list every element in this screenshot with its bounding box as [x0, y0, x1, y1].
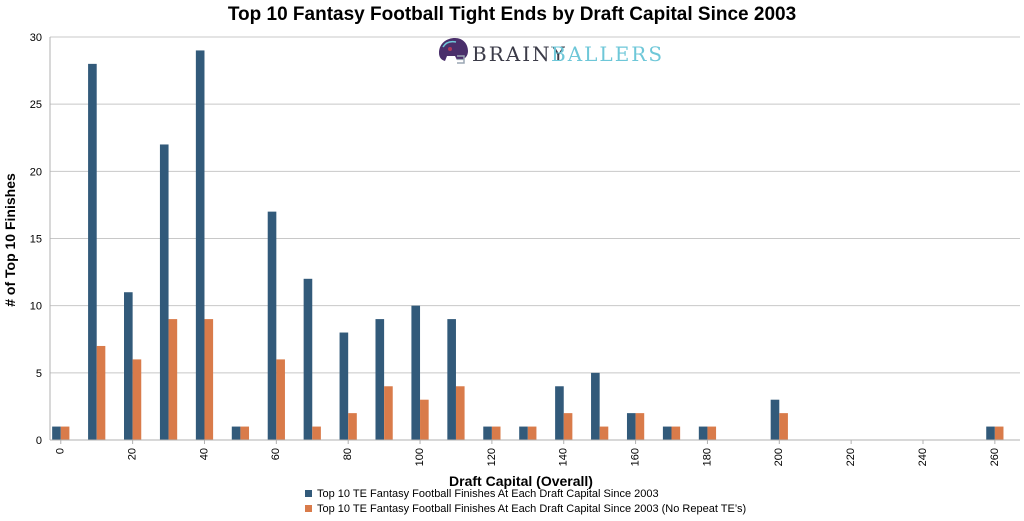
- bar-series-1-x-120: [483, 426, 492, 440]
- bar-series-2-x-150: [599, 426, 609, 440]
- bar-series-2-x-170: [671, 426, 681, 440]
- legend-swatch: [305, 490, 312, 497]
- bar-series-2-x-50: [240, 426, 250, 440]
- bar-series-1-x-150: [591, 372, 600, 440]
- x-tick-label: 0: [55, 448, 67, 454]
- bar-series-2-x-90: [384, 386, 393, 440]
- legend-label: Top 10 TE Fantasy Football Finishes At E…: [317, 503, 746, 515]
- y-tick-label: 5: [36, 368, 42, 380]
- y-tick-label: 10: [30, 301, 42, 313]
- legend: Top 10 TE Fantasy Football Finishes At E…: [305, 488, 746, 515]
- x-tick-label: 100: [414, 448, 426, 466]
- bar-series-1-x-260: [986, 426, 995, 440]
- football-helmet-icon: [439, 38, 468, 64]
- bar-series-2-x-160: [635, 413, 645, 440]
- bar-series-2-x-100: [420, 399, 429, 440]
- legend-swatch: [305, 505, 312, 512]
- y-tick-label: 30: [30, 32, 42, 44]
- bar-series-2-x-180: [707, 426, 717, 440]
- y-axis-title: # of Top 10 Finishes: [2, 173, 18, 307]
- x-tick-label: 140: [558, 448, 570, 466]
- bar-series-1-x-80: [339, 332, 349, 440]
- y-tick-label: 0: [36, 435, 42, 447]
- bar-series-1-x-10: [88, 63, 97, 440]
- bar-series-2-x-0: [60, 426, 70, 440]
- bar-series-2-x-110: [455, 386, 465, 440]
- bar-series-1-x-130: [519, 426, 528, 440]
- bar-series-2-x-20: [132, 359, 142, 440]
- bar-series-1-x-160: [626, 413, 636, 440]
- bar-series-1-x-170: [662, 426, 672, 440]
- y-tick-label: 20: [30, 166, 42, 178]
- legend-label: Top 10 TE Fantasy Football Finishes At E…: [317, 488, 659, 500]
- x-tick-label: 160: [629, 448, 641, 466]
- bar-series-1-x-60: [267, 211, 277, 440]
- y-tick-label: 25: [30, 99, 42, 111]
- brand-name-right: BALLERS: [551, 42, 664, 66]
- bar-series-1-x-50: [231, 426, 241, 440]
- x-tick-label: 80: [342, 448, 354, 460]
- grid: [50, 36, 1020, 441]
- x-tick-label: 180: [701, 448, 713, 466]
- y-tick-label: 15: [30, 234, 42, 246]
- bar-series-1-x-180: [698, 426, 708, 440]
- chart-title: Top 10 Fantasy Football Tight Ends by Dr…: [228, 4, 796, 25]
- bar-series-2-x-200: [779, 413, 788, 440]
- x-tick-label: 240: [917, 448, 929, 466]
- bar-series-2-x-40: [204, 319, 214, 440]
- bar-series-2-x-140: [563, 413, 573, 440]
- bar-series-2-x-130: [527, 426, 537, 440]
- bar-series-2-x-120: [491, 426, 501, 440]
- bar-series-1-x-110: [447, 319, 456, 440]
- bar-series-1-x-20: [124, 292, 133, 440]
- bar-series-2-x-260: [994, 426, 1004, 440]
- x-tick-label: 220: [845, 448, 857, 466]
- x-tick-label: 120: [486, 448, 498, 466]
- x-axis-title: Draft Capital (Overall): [449, 473, 593, 489]
- bar-series-1-x-70: [303, 278, 313, 440]
- x-tick-label: 20: [127, 448, 139, 460]
- bar-series-2-x-60: [276, 359, 285, 440]
- bar-series-1-x-200: [770, 399, 780, 440]
- brand-logo: BRAINY BALLERS: [439, 38, 664, 66]
- x-tick-label: 60: [270, 448, 282, 460]
- brand-name-left: BRAINY: [472, 42, 567, 66]
- x-tick-label: 200: [773, 448, 785, 466]
- bar-series-2-x-30: [168, 319, 178, 440]
- bars: [52, 50, 1004, 440]
- axes: 0 5 10 15 20 25 30 0 20 40 60 80 100 120 140 160 180 200 2…: [30, 32, 1020, 466]
- bar-series-1-x-100: [411, 305, 421, 440]
- x-tick-label: 40: [198, 448, 210, 460]
- bar-series-1-x-30: [159, 144, 169, 440]
- bar-series-1-x-140: [555, 386, 564, 440]
- bar-series-2-x-70: [312, 426, 321, 440]
- bar-series-1-x-0: [52, 426, 61, 440]
- bar-series-1-x-40: [195, 50, 205, 440]
- bar-series-2-x-10: [96, 345, 106, 440]
- bar-series-2-x-80: [348, 413, 357, 440]
- x-tick-label: 260: [989, 448, 1001, 466]
- bar-series-1-x-90: [375, 319, 385, 440]
